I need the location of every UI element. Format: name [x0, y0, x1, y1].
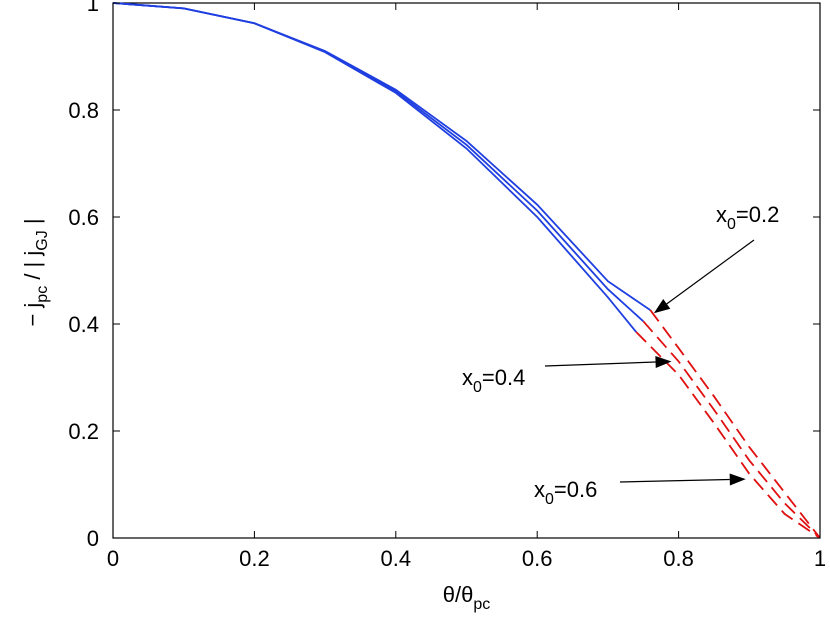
annotation-arrow-head [653, 299, 671, 314]
x-axis-title-main: θ/θ [443, 582, 474, 607]
annotation-label-var: x [534, 477, 545, 502]
annotation-arrow-head [729, 473, 746, 486]
x-tick-label: 0.6 [522, 546, 553, 571]
y-axis-title-part-c: | [20, 218, 45, 230]
annotation-label: x0=0.4 [462, 365, 525, 396]
tick-layer: 0 0.2 0.4 0.6 0.8 1 0 0.2 0.4 0.6 0.8 1 [68, 0, 826, 571]
y-tick-label: 0.2 [68, 419, 99, 444]
y-axis-title-part-a: − j [20, 303, 45, 327]
x-tick-label: 0.2 [239, 546, 270, 571]
annotation-arrow-line [619, 478, 730, 483]
x-tick-label: 0.4 [381, 546, 412, 571]
series-solid-line-1 [112, 2, 651, 311]
x-axis-title: θ/θpc [443, 582, 491, 613]
x-axis-title-sub: pc [473, 596, 490, 613]
annotation-arrow-line [666, 239, 755, 305]
x-tick-label: 0 [107, 546, 119, 571]
y-tick-label: 0.4 [68, 312, 99, 337]
y-tick-label: 0 [87, 526, 99, 551]
series-solid-line-3 [112, 2, 637, 333]
annotation-label-value: =0.4 [482, 365, 525, 390]
y-axis-title-sub-b: GJ [34, 230, 51, 250]
annotation-arrow-line [544, 361, 656, 367]
annotation-label-var: x [716, 202, 727, 227]
annotation-label-sub: 0 [545, 491, 554, 508]
annotation-layer: x0=0.2x0=0.4x0=0.6 [462, 202, 779, 508]
y-axis-title: − jpc / | jGJ | [20, 218, 51, 326]
series-dashed-line-2 [642, 320, 821, 539]
y-axis-title-part-b: / | j [20, 251, 45, 286]
annotation-label-var: x [462, 365, 473, 390]
y-tick-label: 1 [87, 0, 99, 16]
annotation-label: x0=0.6 [534, 477, 597, 508]
y-tick-label: 0.8 [68, 98, 99, 123]
annotation-label: x0=0.2 [716, 202, 779, 233]
x-tick-label: 1 [814, 546, 826, 571]
y-tick-label: 0.6 [68, 205, 99, 230]
annotation-arrow-head [655, 356, 672, 369]
annotation-label-sub: 0 [473, 379, 482, 396]
plot-area [112, 2, 821, 539]
annotation-label-sub: 0 [727, 216, 736, 233]
series-dashed-line-3 [635, 331, 821, 539]
series-dashed-line-1 [649, 309, 821, 539]
y-axis-title-sub-a: pc [34, 286, 51, 303]
annotation-label-value: =0.6 [554, 477, 597, 502]
series-layer [112, 2, 821, 539]
series-solid-line-2 [112, 2, 644, 322]
x-tick-label: 0.8 [663, 546, 694, 571]
annotation-label-value: =0.2 [736, 202, 779, 227]
